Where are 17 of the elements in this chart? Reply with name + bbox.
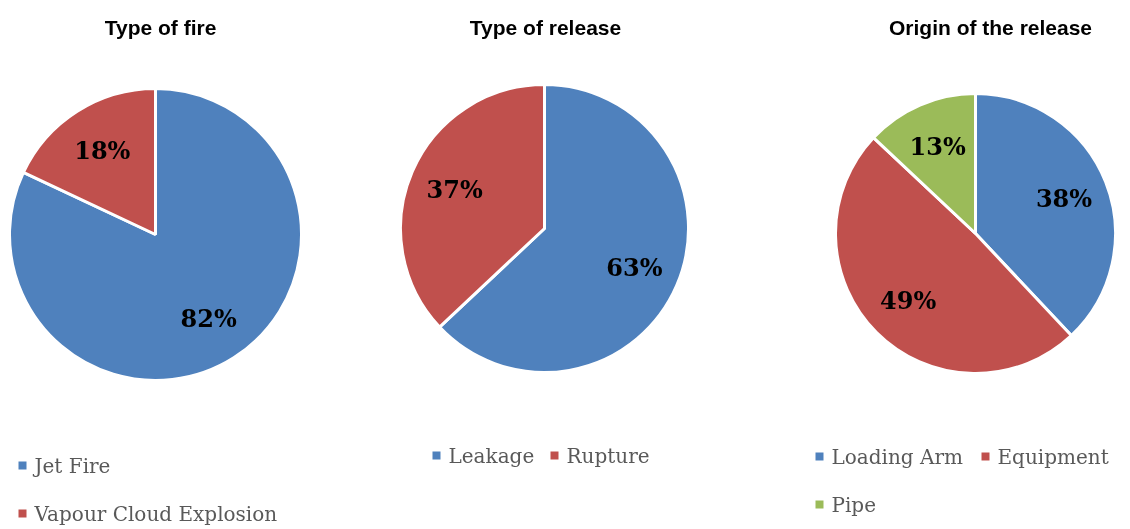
data-label: 82%	[180, 303, 237, 333]
legend-label: Pipe	[831, 492, 876, 517]
legend-label: Rupture	[566, 443, 650, 468]
data-label: 37%	[426, 175, 483, 205]
data-label: 63%	[606, 252, 663, 282]
data-label: 18%	[74, 136, 131, 166]
legend-label: Vapour Cloud Explosion	[33, 501, 278, 526]
chart-title: Type of release	[469, 16, 622, 39]
chart-title: Type of fire	[104, 16, 217, 39]
data-label: 49%	[880, 286, 937, 316]
legend-label: Jet Fire	[32, 453, 111, 478]
legend-label: Equipment	[997, 444, 1109, 469]
chart-title: Origin of the release	[888, 16, 1093, 39]
legend-label: Leakage	[448, 443, 535, 468]
data-label: 38%	[1035, 183, 1093, 213]
legend-label: Loading Arm	[831, 444, 963, 469]
data-label: 13%	[909, 131, 966, 161]
